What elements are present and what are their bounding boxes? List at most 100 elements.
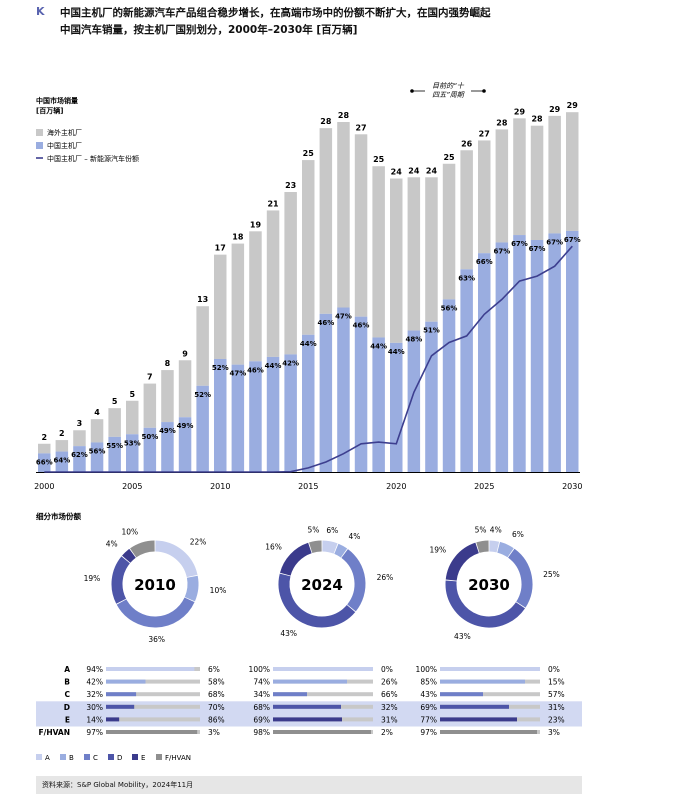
left-value-2010-B: 42%	[86, 678, 103, 687]
bar-foreign-2017	[337, 122, 350, 308]
x-tick-2000: 2000	[34, 482, 54, 491]
donut-2024-label-C: 26%	[377, 573, 394, 582]
donut-2010-segment-F/HVAN	[130, 540, 155, 558]
donut-section-title: 细分市场份额	[36, 511, 81, 521]
total-label-2030: 29	[567, 101, 579, 110]
bar-bg-2024-C	[273, 692, 373, 697]
total-label-2018: 27	[355, 123, 366, 132]
legend-label-domestic: 中国主机厂	[47, 141, 82, 150]
donut-2010-label-D: 19%	[84, 574, 101, 583]
total-label-2015: 25	[303, 149, 315, 158]
annotation-dot-left	[410, 89, 414, 93]
annotation-line-1: 目前的“十	[432, 82, 465, 90]
total-label-2024: 26	[461, 139, 473, 148]
left-value-2024-C: 34%	[253, 690, 270, 699]
bar-foreign-2001	[55, 440, 69, 452]
donut-2024-label-B: 4%	[348, 532, 360, 541]
donut-2010-segment-E	[122, 548, 136, 563]
row-label-A: A	[64, 665, 70, 674]
donut-2030-label-C: 25%	[543, 570, 560, 579]
total-label-2016: 28	[320, 117, 332, 126]
annotation-dot-right	[482, 89, 486, 93]
share-label-2017: 47%	[335, 313, 352, 321]
legend-swatch-foreign	[36, 129, 43, 136]
x-tick-2010: 2010	[210, 482, 230, 491]
share-label-2006: 50%	[141, 433, 158, 441]
right-value-2030-F/HVAN: 3%	[548, 728, 560, 737]
x-tick-2005: 2005	[122, 482, 142, 491]
bar-foreign-2004	[108, 408, 121, 437]
share-label-2010: 52%	[212, 364, 229, 372]
right-value-2010-A: 6%	[208, 665, 220, 674]
share-label-2019: 44%	[370, 342, 387, 350]
bar-bg-2010-B	[106, 679, 200, 684]
bar-foreign-2016	[319, 128, 333, 314]
bar-domestic-2028	[530, 239, 544, 472]
bar-domestic-2015	[302, 334, 315, 472]
total-label-2011: 18	[232, 233, 244, 242]
donut-2024-label-E: 16%	[265, 542, 282, 551]
bar-foreign-2015	[302, 160, 315, 335]
left-value-2024-F/HVAN: 98%	[253, 728, 270, 737]
total-label-2014: 23	[285, 181, 296, 190]
bar-domestic-2003	[90, 442, 104, 472]
bar-domestic-2002	[73, 446, 86, 472]
share-label-2011: 47%	[229, 370, 246, 378]
share-label-2005: 53%	[124, 439, 141, 447]
bar-fill-2030-F/HVAN	[440, 730, 537, 734]
left-value-2030-C: 43%	[420, 690, 437, 699]
left-value-2010-D: 30%	[86, 703, 103, 712]
bar-domestic-2023	[442, 299, 456, 472]
donut-2010-label-E: 4%	[106, 540, 118, 549]
left-value-2024-D: 68%	[253, 703, 270, 712]
bar-fill-2030-C	[440, 692, 483, 697]
share-label-2000: 66%	[36, 458, 53, 466]
share-label-2003: 56%	[89, 447, 106, 455]
donut-2010-label-C: 36%	[148, 635, 165, 644]
x-tick-2025: 2025	[474, 482, 494, 491]
source-note: 资料来源：S&P Global Mobility，2024年11月	[36, 776, 582, 794]
x-tick-2020: 2020	[386, 482, 406, 491]
total-label-2022: 24	[426, 166, 438, 175]
donut-2010-segment-A	[155, 540, 198, 578]
right-value-2010-B: 58%	[208, 678, 225, 687]
share-label-2008: 49%	[177, 422, 194, 430]
bar-foreign-2006	[143, 383, 157, 428]
donut-2030-segment-E	[445, 542, 480, 581]
share-label-2018: 46%	[353, 322, 370, 330]
donut-2010-label-F/HVAN: 10%	[121, 528, 138, 537]
total-label-2028: 28	[531, 115, 543, 124]
share-label-2024: 63%	[458, 274, 475, 282]
bar-bg-2010-D	[106, 704, 200, 709]
total-label-2021: 24	[408, 166, 420, 175]
bar-foreign-2013	[266, 210, 280, 357]
row-label-F/HVAN: F/HVAN	[38, 728, 70, 737]
donut-2024-segment-C	[341, 549, 366, 612]
share-label-2014: 42%	[282, 359, 299, 367]
bar-foreign-2012	[249, 231, 262, 362]
donut-2030-label-B: 6%	[512, 530, 524, 539]
donut-2030-label-F/HVAN: 5%	[475, 526, 487, 535]
bar-fill-2024-E	[273, 717, 342, 722]
bar-domestic-2013	[266, 356, 280, 472]
bar-domestic-2009	[196, 385, 209, 472]
legend2-label-D: D	[117, 754, 122, 762]
share-label-2022: 51%	[423, 327, 440, 335]
bar-domestic-2019	[372, 337, 385, 472]
share-label-2023: 56%	[441, 304, 458, 312]
right-value-2010-E: 86%	[208, 715, 225, 724]
bar-fill-2024-D	[273, 704, 341, 709]
donut-2024-label-D: 43%	[280, 629, 297, 638]
right-value-2010-F/HVAN: 3%	[208, 728, 220, 737]
donut-2024-segment-B	[334, 543, 348, 558]
legend2-swatch-A	[36, 754, 42, 760]
bar-domestic-2027	[513, 235, 526, 472]
bar-fill-2024-A	[273, 667, 373, 671]
bar-domestic-2022	[425, 321, 438, 472]
bar-domestic-2004	[108, 436, 121, 472]
bar-bg-2010-C	[106, 692, 200, 697]
bar-foreign-2007	[161, 370, 174, 423]
donut-center-2030: 2030	[468, 576, 510, 594]
bar-foreign-2003	[90, 419, 104, 443]
right-value-2024-B: 26%	[381, 678, 398, 687]
